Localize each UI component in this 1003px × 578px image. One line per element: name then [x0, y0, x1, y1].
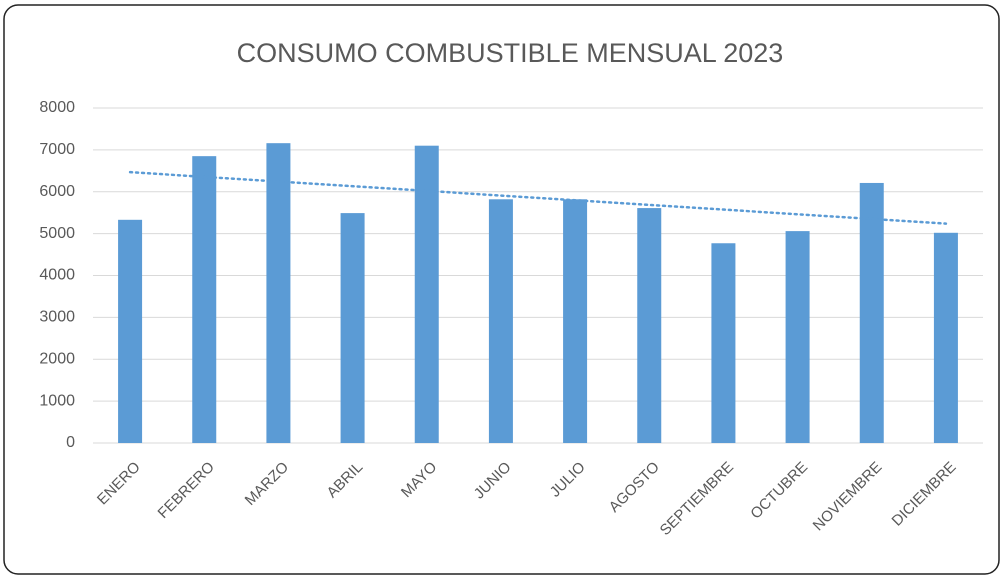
- bar: [859, 182, 884, 444]
- y-tick-label: 6000: [39, 183, 75, 200]
- y-tick-label: 5000: [39, 225, 75, 242]
- bar: [637, 208, 662, 443]
- bar: [933, 232, 958, 443]
- trendline: [128, 170, 948, 225]
- bar: [118, 219, 143, 443]
- y-tick-label: 3000: [39, 309, 75, 326]
- chart-title: CONSUMO COMBUSTIBLE MENSUAL 2023: [237, 38, 784, 68]
- bar: [266, 143, 291, 444]
- bar: [488, 199, 513, 443]
- bar: [414, 145, 439, 443]
- bar: [340, 213, 365, 443]
- bar: [563, 199, 588, 443]
- y-tick-label: 4000: [39, 267, 75, 284]
- bar: [711, 243, 736, 443]
- y-tick-label: 1000: [39, 392, 75, 409]
- bar: [785, 231, 810, 443]
- y-tick-label: 0: [66, 434, 75, 451]
- y-tick-label: 8000: [39, 99, 75, 116]
- bar: [192, 156, 217, 443]
- y-tick-label: 2000: [39, 350, 75, 367]
- y-tick-label: 7000: [39, 141, 75, 158]
